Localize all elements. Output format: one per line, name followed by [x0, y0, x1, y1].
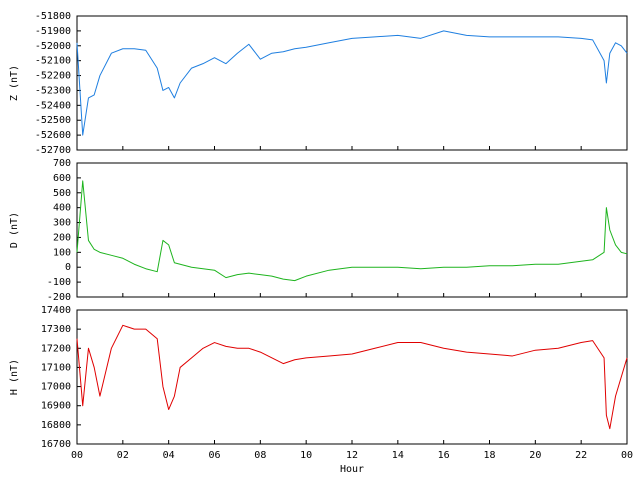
y-tick-label: 16800	[41, 420, 71, 431]
y-tick-label: 17000	[41, 382, 71, 393]
y-axis-label: H (nT)	[9, 359, 20, 395]
y-tick-label: 500	[53, 188, 71, 199]
x-tick-label: 00	[71, 450, 83, 461]
plot-frame	[76, 15, 628, 151]
x-tick-label: 06	[208, 450, 220, 461]
y-tick-label: -100	[47, 277, 71, 288]
x-tick-label: 14	[392, 450, 404, 461]
y-tick-label: 17300	[41, 324, 71, 335]
x-tick-label: 20	[529, 450, 541, 461]
x-tick-label: 22	[575, 450, 587, 461]
y-tick-label: -51900	[35, 26, 71, 37]
y-tick-label: 17100	[41, 362, 71, 373]
y-tick-label: 200	[53, 232, 71, 243]
data-line	[76, 324, 628, 430]
y-tick-label: 17200	[41, 343, 71, 354]
x-tick-label: 10	[300, 450, 312, 461]
data-line	[76, 180, 628, 282]
y-tick-label: -52100	[35, 56, 71, 67]
y-tick-label: 100	[53, 247, 71, 258]
plot-frame	[76, 162, 628, 298]
y-tick-label: -52500	[35, 115, 71, 126]
y-tick-label: 17400	[41, 305, 71, 316]
x-tick-label: 08	[254, 450, 266, 461]
x-tick-label: 00	[621, 450, 633, 461]
y-tick-label: -52000	[35, 41, 71, 52]
y-tick-label: 700	[53, 158, 71, 169]
y-tick-label: -52200	[35, 71, 71, 82]
y-tick-label: -52700	[35, 145, 71, 156]
y-tick-label: 300	[53, 218, 71, 229]
x-tick-label: 18	[483, 450, 495, 461]
y-tick-label: -200	[47, 292, 71, 303]
y-axis-label: Z (nT)	[9, 65, 20, 101]
y-tick-label: -52600	[35, 130, 71, 141]
x-tick-label: 02	[117, 450, 129, 461]
y-tick-label: 600	[53, 173, 71, 184]
x-axis-label: Hour	[340, 464, 364, 475]
y-tick-label: -52300	[35, 85, 71, 96]
y-tick-label: -52400	[35, 100, 71, 111]
x-tick-label: 12	[346, 450, 358, 461]
data-line	[76, 30, 628, 136]
y-tick-label: 16700	[41, 439, 71, 450]
y-tick-label: 0	[65, 262, 71, 273]
x-tick-label: 04	[163, 450, 175, 461]
x-tick-label: 16	[438, 450, 450, 461]
plot-frame	[76, 309, 628, 445]
y-tick-label: 400	[53, 203, 71, 214]
y-tick-label: 16900	[41, 401, 71, 412]
y-axis-label: D (nT)	[9, 212, 20, 248]
y-tick-label: -51800	[35, 11, 71, 22]
